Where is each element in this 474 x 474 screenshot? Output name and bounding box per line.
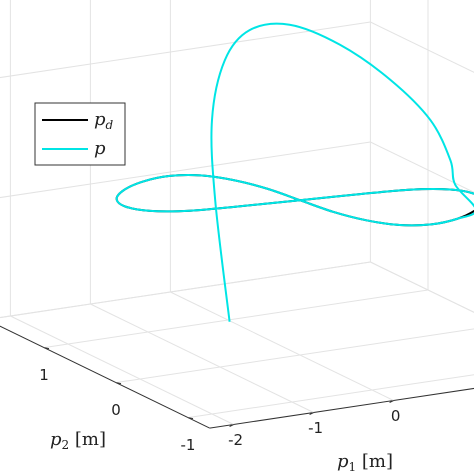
symbol: p bbox=[50, 429, 62, 450]
x-tick-label: 0 bbox=[391, 407, 401, 425]
y-tick-label: 0 bbox=[111, 401, 121, 419]
grid-line bbox=[43, 289, 429, 349]
box-edge bbox=[370, 261, 474, 313]
grid-line bbox=[170, 291, 394, 401]
symbol: p bbox=[94, 109, 106, 130]
legend-label: pd bbox=[94, 109, 114, 132]
grid-line bbox=[0, 261, 371, 319]
curves bbox=[115, 22, 474, 322]
subscript: 1 bbox=[349, 460, 357, 474]
legend: pdp bbox=[34, 102, 126, 166]
grid bbox=[0, 0, 474, 429]
grid-line bbox=[370, 0, 474, 11]
axis-edge bbox=[0, 325, 210, 429]
tick-mark bbox=[309, 412, 314, 415]
grid-line bbox=[370, 21, 474, 73]
trajectory bbox=[115, 22, 474, 322]
legend-label: p bbox=[94, 138, 106, 159]
y-tick-label: -1 bbox=[181, 436, 196, 454]
x-tick-label: -2 bbox=[228, 431, 243, 449]
grid-line bbox=[187, 374, 474, 419]
tick-mark bbox=[43, 347, 50, 350]
grid-line bbox=[0, 21, 371, 79]
tick-mark bbox=[389, 400, 394, 403]
symbol: p bbox=[337, 451, 349, 472]
symbol: p bbox=[94, 138, 106, 159]
subscript: d bbox=[106, 118, 114, 132]
grid-line bbox=[115, 328, 474, 384]
x-tick-label: -1 bbox=[308, 419, 323, 437]
x-axis-label: p1 [m] bbox=[337, 451, 393, 474]
grid-line bbox=[370, 141, 474, 193]
unit: [m] bbox=[362, 451, 393, 472]
y-axis-label: p2 [m] bbox=[50, 429, 106, 452]
tick-mark bbox=[187, 417, 194, 420]
tick-mark bbox=[229, 424, 234, 427]
subscript: 2 bbox=[62, 438, 70, 452]
grid-line bbox=[370, 261, 474, 313]
unit: [m] bbox=[75, 429, 106, 450]
axis-edge bbox=[209, 387, 474, 429]
grid-line bbox=[10, 315, 234, 425]
grid-line bbox=[0, 141, 371, 199]
grid-line bbox=[90, 303, 314, 413]
tick-mark bbox=[115, 382, 122, 385]
y-tick-label: 1 bbox=[39, 366, 49, 384]
legend-box bbox=[34, 102, 126, 166]
